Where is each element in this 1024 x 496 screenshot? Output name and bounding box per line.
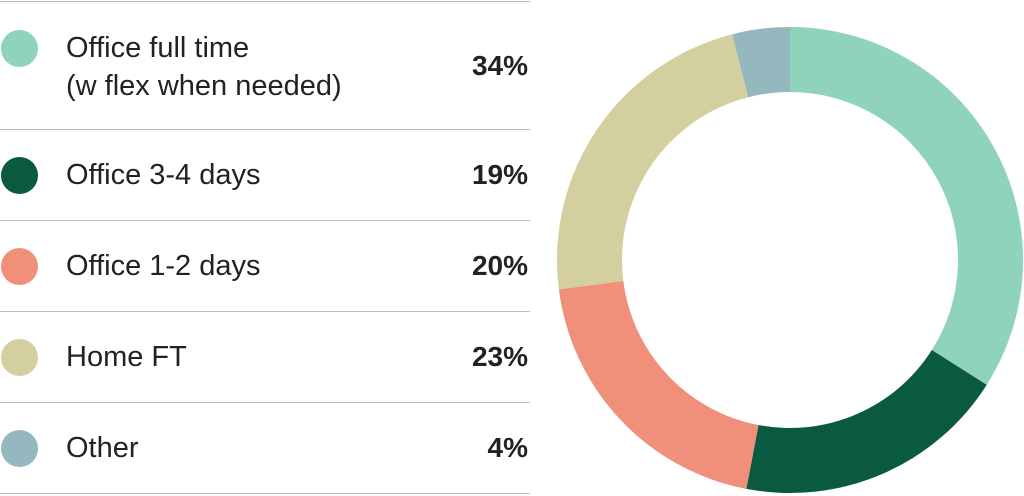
donut-segment xyxy=(732,27,790,98)
legend-row: Other 4% xyxy=(0,403,530,494)
legend-swatch xyxy=(1,156,38,194)
legend-row: Office 1-2 days 20% xyxy=(0,221,530,312)
legend-swatch xyxy=(1,429,38,467)
legend-swatch xyxy=(1,338,38,376)
value-label: 34% xyxy=(471,49,528,81)
legend-swatch xyxy=(1,247,38,285)
legend-label: Office full time (w flex when needed) xyxy=(66,32,342,102)
legend-label: Home FT xyxy=(66,341,187,373)
legend-row: Home FT 23% xyxy=(0,312,530,403)
donut-segment xyxy=(556,34,749,290)
value-label: 23% xyxy=(471,341,528,372)
legend-label: Office 1-2 days xyxy=(66,250,261,282)
legend-label: Other xyxy=(66,432,139,464)
legend-row: Office full time (w flex when needed) 34% xyxy=(0,2,530,130)
donut-segment xyxy=(746,350,987,493)
legend: Office full time (w flex when needed) 34%… xyxy=(0,1,530,494)
legend-swatch xyxy=(1,30,38,67)
legend-label: Office 3-4 days xyxy=(66,159,261,191)
donut-segment xyxy=(558,281,759,489)
value-label: 20% xyxy=(471,250,528,281)
value-label: 4% xyxy=(487,432,528,463)
legend-row: Office 3-4 days 19% xyxy=(0,130,530,221)
donut-segment xyxy=(790,27,1023,385)
value-label: 19% xyxy=(471,159,528,190)
